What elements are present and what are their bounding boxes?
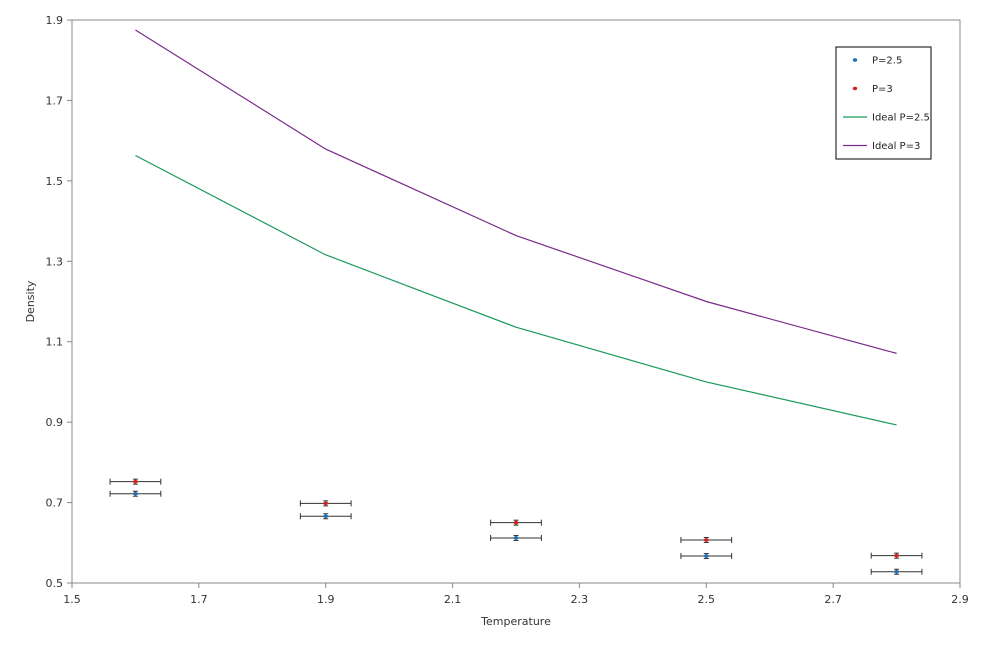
data-point bbox=[513, 536, 519, 540]
legend-label: P=2.5 bbox=[872, 56, 902, 67]
x-tick-label: 2.9 bbox=[951, 593, 969, 606]
legend-label: Ideal P=2.5 bbox=[872, 113, 930, 124]
y-tick-label: 0.7 bbox=[46, 497, 64, 510]
legend: P=2.5 P=3 Ideal P=2.5 Ideal P=3 bbox=[835, 46, 932, 160]
data-point bbox=[133, 491, 138, 496]
legend-item: Ideal P=3 bbox=[843, 141, 920, 152]
y-tick-label: 1.9 bbox=[46, 14, 64, 27]
y-tick-label: 0.5 bbox=[46, 577, 64, 590]
y-tick-label: 1.5 bbox=[46, 175, 64, 188]
legend-item: Ideal P=2.5 bbox=[843, 113, 930, 124]
y-tick-label: 1.1 bbox=[46, 336, 64, 349]
series-p-2-5 bbox=[109, 490, 923, 575]
data-point bbox=[323, 514, 329, 519]
x-tick-label: 1.5 bbox=[63, 593, 81, 606]
x-tick-label: 2.5 bbox=[698, 593, 716, 606]
data-point bbox=[703, 538, 709, 542]
x-tick-label: 1.7 bbox=[190, 593, 208, 606]
plot-frame bbox=[71, 19, 961, 584]
x-tick-label: 1.9 bbox=[317, 593, 335, 606]
plot-area bbox=[71, 19, 961, 584]
legend-item: P=3 bbox=[852, 84, 893, 95]
data-point bbox=[703, 554, 709, 558]
data-point bbox=[323, 501, 329, 506]
y-axis: 0.5 0.7 0.9 1.1 1.3 1.5 1.7 1.9 bbox=[46, 14, 72, 590]
series-p-3 bbox=[109, 478, 923, 559]
series-line bbox=[135, 154, 897, 426]
x-tick-label: 2.7 bbox=[824, 593, 842, 606]
legend-marker-swatch bbox=[852, 58, 858, 62]
legend-label: Ideal P=3 bbox=[872, 141, 920, 152]
y-tick-label: 1.7 bbox=[46, 94, 64, 107]
data-point bbox=[513, 520, 519, 525]
data-point bbox=[894, 553, 899, 558]
y-tick-label: 1.3 bbox=[46, 255, 64, 268]
series-line bbox=[135, 29, 897, 354]
y-axis-label: Density bbox=[24, 280, 37, 322]
legend-item: P=2.5 bbox=[852, 56, 902, 67]
x-tick-label: 2.3 bbox=[571, 593, 589, 606]
series-layer bbox=[109, 29, 923, 575]
legend-label: P=3 bbox=[872, 84, 893, 95]
x-axis-label: Temperature bbox=[480, 615, 551, 628]
y-tick-label: 0.9 bbox=[46, 416, 64, 429]
data-point bbox=[894, 569, 899, 574]
legend-box bbox=[835, 46, 932, 160]
data-point bbox=[133, 479, 138, 484]
x-tick-label: 2.1 bbox=[444, 593, 462, 606]
legend-marker-swatch bbox=[852, 86, 858, 91]
x-axis: 1.5 1.7 1.9 2.1 2.3 2.5 2.7 2.9 bbox=[63, 583, 969, 606]
series-ideal-p-2-5 bbox=[135, 154, 897, 426]
series-ideal-p-3 bbox=[135, 29, 897, 354]
